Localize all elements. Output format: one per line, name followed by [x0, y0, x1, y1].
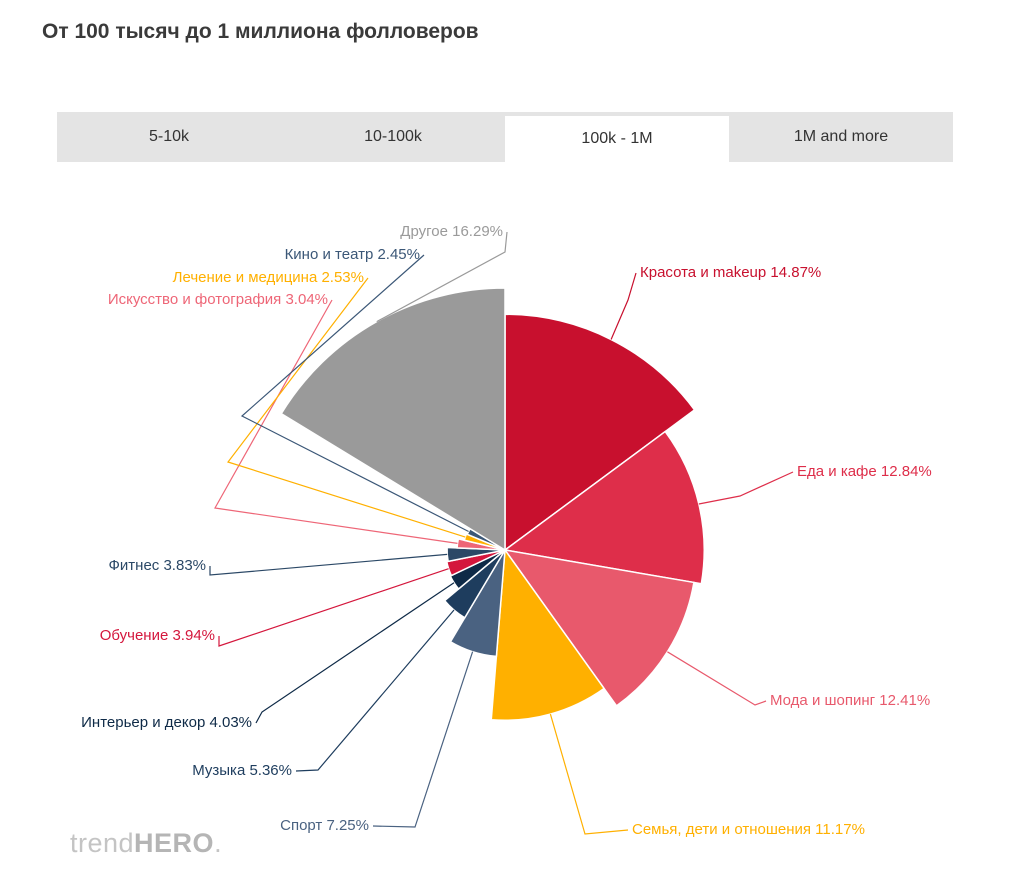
- slice-label-7: Обучение 3.94%: [100, 627, 215, 644]
- slice-label-0: Красота и makeup 14.87%: [640, 264, 821, 281]
- leader-line-12: [376, 231, 508, 323]
- slice-label-11: Кино и театр 2.45%: [285, 246, 420, 263]
- slice-label-9: Искусство и фотография 3.04%: [108, 291, 328, 308]
- period-tabs: 5-10k 10-100k 100k - 1M 1M and more: [57, 112, 953, 162]
- slice-label-2: Мода и шопинг 12.41%: [770, 692, 930, 709]
- slice-6[interactable]: [449, 549, 506, 590]
- leader-line-5: [295, 609, 455, 772]
- slice-label-8: Фитнес 3.83%: [109, 557, 206, 574]
- tab-1m-and-more[interactable]: 1M and more: [793, 128, 889, 145]
- tab-100k-1m[interactable]: 100k - 1M: [505, 116, 729, 162]
- leader-line-4: [372, 651, 474, 828]
- tab-10-100k[interactable]: 10-100k: [364, 128, 422, 145]
- slice-label-12: Другое 16.29%: [400, 223, 503, 240]
- slice-12[interactable]: [280, 287, 506, 552]
- leader-line-6: [255, 582, 455, 724]
- trendhero-logo: trendHERO.: [70, 828, 223, 858]
- slice-3[interactable]: [490, 547, 606, 721]
- slice-0[interactable]: [504, 313, 696, 552]
- slice-label-6: Интерьер и декор 4.03%: [81, 714, 252, 731]
- tab-5-10k[interactable]: 5-10k: [148, 128, 190, 145]
- slice-2[interactable]: [503, 548, 695, 707]
- slice-label-1: Еда и кафе 12.84%: [797, 463, 932, 480]
- page-title: От 100 тысяч до 1 миллиона фолловеров: [42, 20, 479, 43]
- leader-line-3: [549, 713, 629, 835]
- leader-line-8: [209, 553, 448, 576]
- leader-line-1: [698, 471, 794, 505]
- leader-line-10: [227, 277, 466, 538]
- slice-label-4: Спорт 7.25%: [280, 817, 369, 834]
- leader-line-0: [610, 272, 637, 340]
- slice-label-10: Лечение и медицина 2.53%: [173, 269, 364, 286]
- slice-label-3: Семья, дети и отношения 11.17%: [632, 821, 865, 838]
- leader-line-7: [218, 568, 449, 647]
- slice-4[interactable]: [449, 549, 506, 658]
- slice-8[interactable]: [446, 546, 506, 563]
- slice-label-5: Музыка 5.36%: [192, 762, 292, 779]
- slice-7[interactable]: [445, 549, 506, 577]
- leader-line-2: [667, 651, 767, 706]
- leader-line-11: [240, 254, 469, 533]
- leader-line-9: [214, 299, 458, 544]
